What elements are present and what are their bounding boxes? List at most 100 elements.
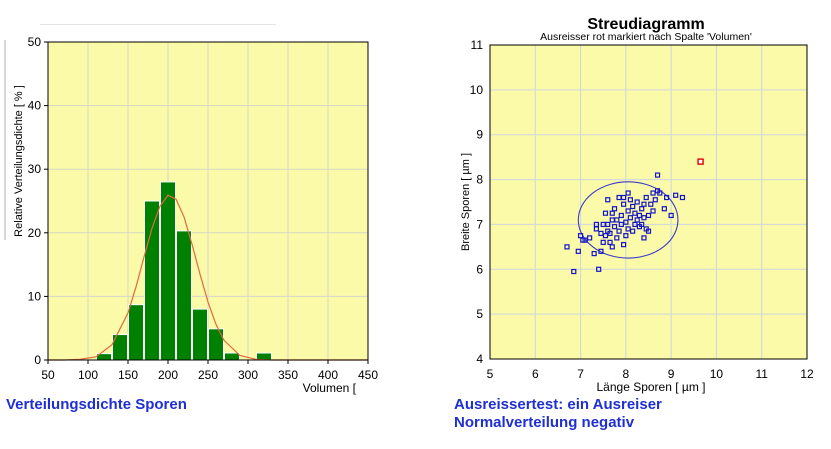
window-edge	[4, 40, 6, 240]
scatter-x-tick-label: 6	[532, 367, 539, 381]
scatter-point	[645, 228, 652, 234]
scatter-point	[600, 239, 606, 245]
scatter-point	[625, 190, 631, 196]
scatter-point	[623, 219, 629, 225]
histogram-x-tick-label: 100	[78, 368, 98, 382]
scatter-grid	[490, 45, 807, 359]
scatter-x-tick-label: 11	[755, 367, 768, 381]
scatter-point	[652, 197, 658, 203]
scatter-y-tick-label: 11	[471, 38, 484, 52]
histogram-x-tick-label: 150	[118, 368, 138, 382]
histogram-x-tick-label: 300	[238, 368, 258, 382]
scatter-point	[605, 221, 611, 228]
scatter-point	[643, 194, 649, 201]
scatter-point	[627, 197, 633, 203]
histogram-bar	[176, 230, 192, 361]
scatter-points	[564, 158, 704, 275]
scatter-point	[609, 210, 615, 216]
scatter-point	[605, 197, 611, 203]
scatter-point	[648, 201, 654, 207]
scatter-point	[620, 194, 627, 201]
scatter-point	[639, 221, 645, 228]
histogram-x-tick-label: 50	[41, 368, 55, 382]
scatter-point	[625, 208, 631, 214]
scatter-point	[575, 248, 581, 254]
scatter-y-tick-label: 10	[470, 83, 484, 97]
scatter-point	[645, 212, 652, 219]
scatter-point	[587, 235, 593, 241]
scatter-point	[664, 194, 670, 201]
scatter-x-tick-label: 5	[487, 367, 494, 381]
scatter-x-tick-label: 10	[710, 367, 724, 381]
scatter-point	[668, 212, 674, 219]
scatter-point	[607, 230, 613, 236]
scatter-point	[641, 235, 647, 241]
scatter-x-tick-label: 12	[800, 367, 814, 381]
histogram-axes: 50 100 150 200 250 300 350 400 450 0 10 20 30 40 50	[28, 35, 379, 382]
scatter-point	[614, 217, 620, 223]
scatter-point	[620, 242, 627, 248]
scatter-point	[650, 208, 656, 214]
normality-caption: Normalverteilung negativ	[454, 414, 635, 431]
scatter-point	[564, 244, 570, 250]
histogram-bar	[144, 200, 160, 361]
scatter-subtitle: Ausreisser rot markiert nach Spalte 'Vol…	[540, 31, 752, 43]
scatter-point	[593, 221, 600, 228]
histogram-bar	[192, 308, 208, 361]
scatter-point	[634, 199, 640, 205]
scatter-point	[654, 172, 661, 178]
histogram-x-tick-label: 400	[318, 368, 338, 382]
scatter-point	[614, 235, 620, 241]
scatter-x-axis-label: Länge Sporen [ µm ]	[597, 380, 706, 394]
scatter-y-tick-label: 8	[476, 173, 483, 187]
histogram-y-tick-label: 30	[28, 162, 42, 176]
histogram-x-tick-label: 350	[278, 368, 298, 382]
histogram-panel: 50 100 150 200 250 300 350 400 450 0 10 20 30 40 50 Vo…	[0, 0, 400, 395]
scatter-panel: 5 6 7 8 9 10 11 12 4 5 6 7 8 9 10 11 Streudiagramm Ausr…	[440, 0, 831, 395]
scatter-x-tick-label: 7	[577, 367, 584, 381]
scatter-y-tick-label: 6	[476, 262, 483, 276]
scatter-point	[609, 244, 615, 250]
scatter-point	[657, 190, 663, 196]
scatter-point	[596, 266, 602, 272]
histogram-x-tick-label: 200	[158, 368, 178, 382]
top-divider	[40, 24, 276, 25]
scatter-outlier-point	[697, 158, 704, 165]
scatter-point	[571, 268, 577, 275]
histogram-y-tick-label: 50	[28, 35, 42, 49]
scatter-point	[630, 228, 636, 234]
scatter-point	[616, 228, 622, 234]
outlier-test-caption: Ausreissertest: ein Ausreiser	[454, 396, 662, 413]
scatter-point	[611, 224, 618, 230]
scatter-point	[630, 203, 636, 210]
histogram-x-tick-label: 250	[198, 368, 218, 382]
scatter-point	[623, 233, 629, 239]
scatter-point	[598, 248, 604, 254]
scatter-point	[661, 206, 667, 212]
scatter-y-tick-label: 5	[476, 307, 483, 321]
scatter-point	[591, 250, 597, 257]
histogram-y-axis-label: Relative Verteilungsdichte [ % ]	[13, 85, 25, 237]
histogram-x-tick-label: 450	[358, 368, 378, 382]
histogram-chart: 50 100 150 200 250 300 350 400 450 0 10 20 30 40 50 Vo…	[13, 35, 379, 395]
scatter-frame	[489, 44, 808, 360]
scatter-y-tick-label: 9	[476, 128, 483, 142]
histogram-y-tick-label: 10	[28, 289, 42, 303]
histogram-y-tick-label: 0	[34, 353, 41, 367]
histogram-bar	[160, 181, 176, 361]
histogram-bar	[128, 304, 144, 361]
scatter-y-tick-label: 4	[476, 352, 483, 366]
scatter-point	[679, 194, 686, 201]
scatter-title: Streudiagramm	[587, 16, 704, 33]
scatter-point	[618, 212, 624, 219]
confidence-ellipse	[577, 181, 679, 259]
scatter-y-axis-label: Breite Sporen [ µm ]	[460, 153, 472, 251]
scatter-point	[620, 201, 627, 207]
histogram-frame	[47, 41, 369, 361]
scatter-point	[627, 215, 633, 221]
scatter-x-tick-label: 9	[668, 367, 675, 381]
histogram-x-axis-label: Volumen [	[303, 381, 357, 395]
scatter-point	[673, 192, 679, 198]
